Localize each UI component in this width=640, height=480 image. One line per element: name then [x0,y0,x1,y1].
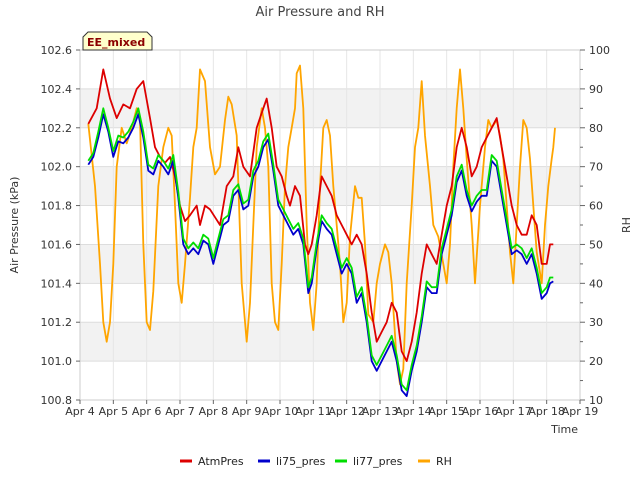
right-tick-label: 10 [589,394,603,407]
series-line-rh [87,64,556,386]
x-tick-label: Apr 13 [362,405,399,418]
right-tick-label: 30 [589,316,603,329]
x-tick-label: Apr 11 [295,405,332,418]
x-tick-label: Apr 10 [262,405,299,418]
chart-title: Air Pressure and RH [255,5,384,20]
x-tick-label: Apr 4 [65,405,95,418]
left-tick-label: 101.6 [41,238,73,251]
background-bands [80,88,580,362]
x-tick-label: Apr 14 [395,405,432,418]
left-tick-label: 102.2 [41,122,73,135]
y-axis-right-label: RH [620,217,633,233]
x-tick-label: Apr 19 [562,405,599,418]
legend-label: li77_pres [353,455,403,468]
left-tick-label: 101.0 [41,355,73,368]
right-tick-label: 90 [589,83,603,96]
left-tick-label: 101.4 [41,277,73,290]
right-tick-label: 100 [589,44,610,57]
right-tick-label: 70 [589,161,603,174]
left-tick-label: 102.6 [41,44,73,57]
gridlines [79,49,581,401]
x-tick-label: Apr 15 [428,405,465,418]
x-tick-label: Apr 12 [328,405,365,418]
right-tick-label: 50 [589,238,603,251]
x-tick-label: Apr 7 [165,405,195,418]
background-band [80,88,580,128]
right-tick-label: 60 [589,200,603,213]
left-tick-label: 100.8 [41,394,73,407]
background-band [80,322,580,362]
right-tick-label: 40 [589,277,603,290]
left-axis: 100.8 101.0 101.2 101.4 101.6 101.8 102.0 102.2… [41,44,80,407]
background-band [80,166,580,206]
left-tick-label: 101.8 [41,200,73,213]
background-band [80,244,580,284]
legend: AtmPres li75_pres li77_pres RH [180,455,452,468]
x-tick-label: Apr 18 [528,405,565,418]
series-layer [87,64,556,397]
left-tick-label: 101.2 [41,316,73,329]
series-line-li77-pres [87,107,554,392]
y-axis-label: Air Pressure (kPa) [8,177,21,274]
x-axis-label: Time [550,423,578,436]
legend-label: RH [436,455,452,468]
legend-label: li75_pres [276,455,326,468]
x-tick-label: Apr 5 [99,405,129,418]
x-tick-label: Apr 8 [199,405,229,418]
series-line-li75-pres [87,113,554,397]
annotation-badge: EE_mixed [82,31,153,51]
x-tick-label: Apr 9 [232,405,262,418]
right-axis: 10 20 30 40 50 60 70 80 90 100 [580,44,610,407]
right-tick-label: 20 [589,355,603,368]
x-axis: Apr 4 Apr 5 Apr 6 Apr 7 Apr 8 Apr 9 Apr 10Apr … [65,400,598,418]
annotation-text: EE_mixed [87,36,145,49]
legend-label: AtmPres [198,455,244,468]
x-tick-label: Apr 16 [462,405,499,418]
left-tick-label: 102.0 [41,161,73,174]
x-tick-label: Apr 17 [495,405,532,418]
right-tick-label: 80 [589,122,603,135]
x-tick-label: Apr 6 [132,405,162,418]
left-tick-label: 102.4 [41,83,73,96]
